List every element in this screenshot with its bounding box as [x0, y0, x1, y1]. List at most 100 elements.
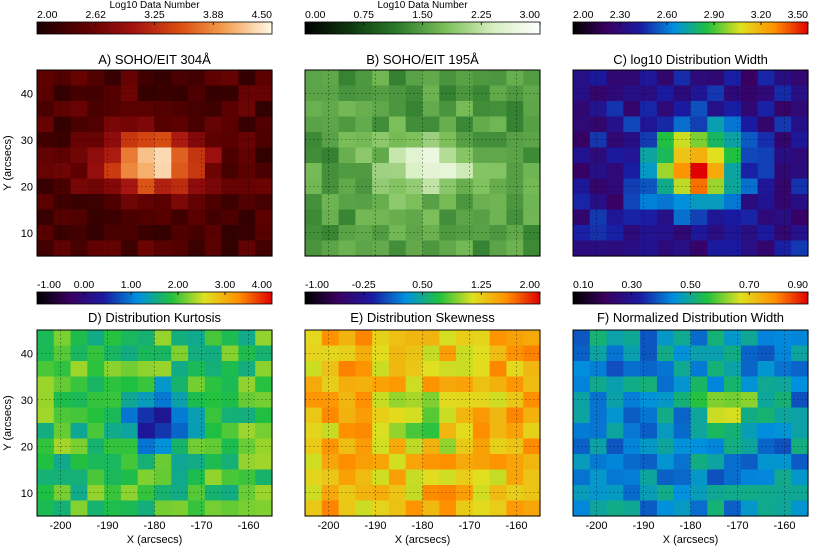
- heatmap-cell: [439, 240, 457, 257]
- heatmap-cell: [707, 240, 725, 257]
- heatmap-cell: [154, 85, 172, 102]
- heatmap-cell: [640, 345, 658, 362]
- y-tick-label: 20: [21, 181, 33, 193]
- heatmap-cell: [171, 438, 189, 455]
- colorbar-tick-label: 0.70: [739, 279, 760, 291]
- heatmap-cell: [791, 454, 809, 471]
- heatmap-cell: [456, 240, 474, 257]
- heatmap-cell: [405, 361, 424, 378]
- heatmap-cell: [489, 147, 508, 164]
- heatmap-cell: [640, 178, 658, 195]
- heatmap-cell: [673, 361, 692, 378]
- heatmap-cell: [305, 163, 323, 180]
- y-axis-label: Y (arcsecs): [2, 395, 14, 450]
- heatmap-cell: [523, 163, 541, 180]
- colorbar-label: Log10 Data Number: [377, 0, 468, 11]
- heatmap-cell: [724, 330, 742, 347]
- heatmap-cell: [171, 70, 189, 87]
- heatmap-cell: [523, 345, 541, 362]
- heatmap-cell: [188, 500, 206, 517]
- heatmap-cell: [137, 423, 156, 440]
- heatmap-cell: [221, 101, 240, 118]
- heatmap-cell: [154, 209, 172, 226]
- x-tick-label: -200: [317, 520, 339, 532]
- heatmap-cell: [104, 209, 122, 226]
- heatmap-cell: [456, 132, 474, 149]
- colorbar-tick-label: 2.60: [657, 9, 678, 21]
- heatmap-cell: [673, 330, 692, 347]
- heatmap-cell: [673, 376, 692, 393]
- heatmap-cell: [506, 330, 524, 347]
- heatmap-cell: [506, 163, 524, 180]
- heatmap-cell: [606, 225, 624, 242]
- heatmap-cell: [456, 85, 474, 102]
- heatmap-cell: [355, 485, 373, 502]
- heatmap-cell: [707, 345, 725, 362]
- heatmap-cell: [221, 361, 240, 378]
- heatmap-cell: [640, 361, 658, 378]
- heatmap-cell: [523, 361, 541, 378]
- heatmap-cell: [388, 209, 407, 226]
- heatmap-cell: [791, 438, 809, 455]
- heatmap-cell: [740, 194, 759, 211]
- heatmap-cell: [791, 147, 809, 164]
- heatmap-cell: [422, 178, 440, 195]
- heatmap-cell: [372, 194, 390, 211]
- heatmap-cell: [757, 423, 776, 440]
- heatmap-cell: [640, 209, 658, 226]
- heatmap-cell: [606, 454, 624, 471]
- heatmap-cell: [623, 163, 641, 180]
- colorbar-tick-label: 2.00: [520, 279, 541, 291]
- heatmap-cell: [606, 116, 624, 133]
- heatmap-cell: [104, 469, 122, 486]
- heatmap-cell: [255, 85, 273, 102]
- heatmap-cell: [104, 438, 122, 455]
- heatmap-cell: [221, 147, 240, 164]
- heatmap-cell: [757, 209, 776, 226]
- heatmap-cell: [640, 240, 658, 257]
- heatmap-cell: [321, 469, 340, 486]
- heatmap-cell: [456, 361, 474, 378]
- panel-C: 2.00 2.30 2.60 2.90 3.20 3.50 C) log10 Distrib…: [572, 9, 809, 257]
- heatmap-cell: [87, 147, 105, 164]
- heatmap-cell: [37, 101, 55, 118]
- heatmap-cell: [305, 116, 323, 133]
- heatmap-cell: [188, 361, 206, 378]
- heatmap-cell: [338, 407, 356, 424]
- heatmap-cell: [690, 376, 708, 393]
- plot-frame: [304, 69, 541, 257]
- heatmap-cell: [422, 163, 440, 180]
- heatmap-cell: [707, 454, 725, 471]
- heatmap-cell: [690, 500, 708, 517]
- heatmap-cell: [640, 423, 658, 440]
- heatmap-cell: [523, 132, 541, 149]
- heatmap-cell: [255, 500, 273, 517]
- heatmap-cell: [104, 423, 122, 440]
- heatmap-cell: [37, 376, 55, 393]
- heatmap-cell: [623, 485, 641, 502]
- heatmap-cell: [740, 116, 759, 133]
- heatmap-cell: [53, 240, 72, 257]
- heatmap-cell: [87, 345, 105, 362]
- heatmap-cell: [87, 101, 105, 118]
- heatmap-cell: [53, 330, 72, 347]
- heatmap-cell: [321, 361, 340, 378]
- heatmap-cell: [238, 70, 256, 87]
- heatmap-cell: [606, 438, 624, 455]
- heatmap-cell: [422, 392, 440, 409]
- heatmap-cell: [70, 469, 88, 486]
- heatmap-cell: [724, 407, 742, 424]
- heatmap-cell: [640, 225, 658, 242]
- heatmap-cell: [724, 423, 742, 440]
- heatmap-cell: [221, 330, 240, 347]
- heatmap-cell: [171, 178, 189, 195]
- heatmap-cell: [439, 376, 457, 393]
- heatmap-cell: [791, 423, 809, 440]
- heatmap-cell: [673, 163, 692, 180]
- heatmap-cell: [70, 147, 88, 164]
- heatmap-cell: [724, 454, 742, 471]
- heatmap-cell: [523, 392, 541, 409]
- heatmap-cell: [238, 345, 256, 362]
- heatmap-cell: [255, 116, 273, 133]
